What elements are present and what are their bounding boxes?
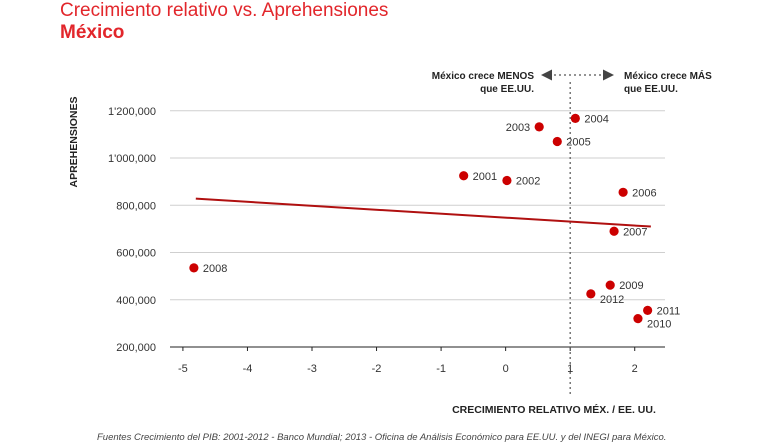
- data-point: [502, 175, 512, 186]
- x-tick-label: -3: [307, 363, 317, 375]
- data-points: 2001 2002 2003 2004 2005 2006 2007 2008 2009 2010…: [189, 113, 681, 331]
- y-tick-label: 600,000: [116, 248, 156, 260]
- annotation-right-line-1: México crece MÁS: [624, 69, 712, 82]
- point-label: 2009: [619, 280, 643, 292]
- point-label: 2003: [506, 122, 530, 134]
- x-tick-label: -4: [243, 363, 253, 375]
- data-point: [605, 280, 615, 290]
- y-tick-label: 200,000: [116, 342, 156, 354]
- point-label: 2006: [632, 187, 656, 199]
- source-note: Fuentes Crecimiento del PIB: 2001-2012 -…: [97, 432, 667, 443]
- y-tick-labels: 200,000 400,000 600,000 800,000 1'000,000 1'2…: [108, 106, 156, 354]
- annotation-right-line-2: que EE.UU.: [624, 84, 678, 95]
- point-label: 2008: [203, 263, 227, 275]
- data-point: [609, 226, 619, 236]
- x-axis-title: CRECIMIENTO RELATIVO MÉX. / EE. UU.: [452, 403, 656, 416]
- point-label: 2011: [657, 305, 681, 317]
- x-tick-labels: -5-4-3-2-1012: [178, 363, 638, 375]
- point-label: 2010: [647, 319, 671, 331]
- data-point: [570, 113, 580, 123]
- point-label: 2007: [623, 226, 647, 238]
- data-point: [618, 187, 628, 197]
- y-tick-label: 1'200,000: [108, 106, 156, 118]
- data-point: [586, 289, 596, 299]
- x-tick-label: -5: [178, 363, 188, 375]
- y-axis-title: APREHENSIONES: [68, 96, 80, 187]
- chart-title: Crecimiento relativo vs. Aprehensiones: [60, 0, 389, 21]
- annotations: México crece MENOS que EE.UU. México cre…: [432, 69, 712, 95]
- data-point: [643, 305, 653, 315]
- arrow-right-icon: [603, 69, 614, 81]
- data-point: [633, 314, 643, 324]
- y-tick-label: 800,000: [116, 200, 156, 212]
- annotation-left-line-2: que EE.UU.: [480, 84, 534, 95]
- data-point: [189, 263, 199, 273]
- x-tick-label: -1: [436, 363, 446, 375]
- x-tick-label: 2: [632, 363, 638, 375]
- chart-subtitle: México: [60, 22, 125, 43]
- y-tick-label: 1'000,000: [108, 153, 156, 165]
- data-point: [534, 122, 544, 132]
- x-tick-label: 0: [503, 363, 509, 375]
- arrow-left-icon: [541, 69, 552, 81]
- trend-line: [195, 197, 651, 228]
- point-label: 2002: [516, 175, 540, 187]
- annotation-left-line-1: México crece MENOS: [432, 71, 535, 82]
- y-tick-label: 400,000: [116, 295, 156, 307]
- data-point: [459, 171, 469, 181]
- point-label: 2005: [566, 137, 590, 149]
- x-tick-marks: [182, 347, 636, 351]
- point-label: 2001: [473, 171, 497, 183]
- data-point: [552, 136, 562, 147]
- point-label: 2004: [584, 113, 608, 125]
- point-label: 2012: [600, 294, 624, 306]
- x-tick-label: -2: [372, 363, 382, 375]
